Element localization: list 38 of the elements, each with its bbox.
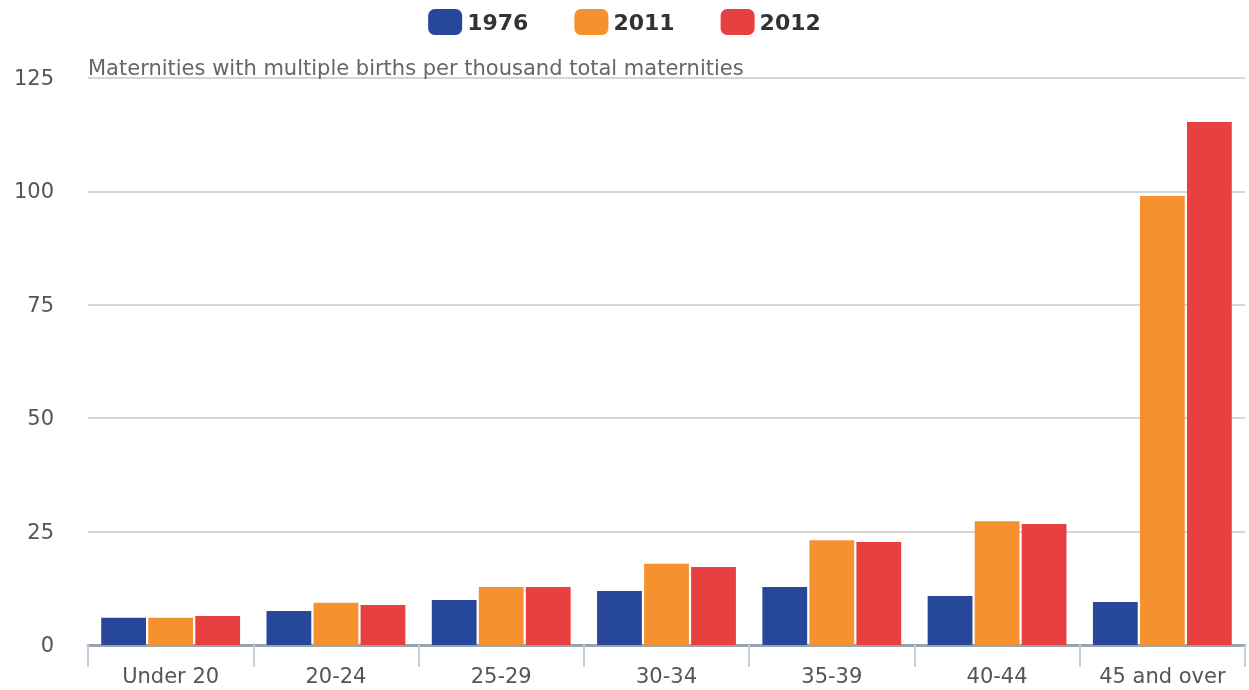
bar <box>1186 122 1232 645</box>
bar <box>1021 523 1067 645</box>
y-axis-title: Maternities with multiple births per thousand total maternities <box>88 55 744 80</box>
bar <box>762 586 808 645</box>
bar <box>644 563 689 645</box>
bar <box>313 602 359 645</box>
bar <box>266 610 312 645</box>
x-tick-label: 45 and over <box>1099 663 1226 688</box>
legend-label: 2011 <box>613 9 675 35</box>
bar <box>148 617 194 645</box>
bar <box>478 586 524 645</box>
legend-label: 1976 <box>467 9 529 35</box>
y-tick-label: 25 <box>27 519 54 544</box>
bar <box>431 600 477 645</box>
bar <box>195 615 241 645</box>
y-tick-label: 0 <box>40 633 54 657</box>
bar <box>927 596 973 645</box>
x-tick-label: 40-44 <box>966 663 1028 688</box>
y-tick-label: 100 <box>13 179 54 204</box>
y-tick-label: 50 <box>27 406 54 431</box>
bar <box>597 591 642 645</box>
y-tick-label: 125 <box>13 66 54 90</box>
legend-label: 2012 <box>759 9 821 35</box>
x-tick-label: 20-24 <box>305 663 367 688</box>
x-tick-label: 35-39 <box>801 663 863 688</box>
bar <box>360 605 406 645</box>
bar <box>974 521 1020 645</box>
x-tick-label: 25-29 <box>470 663 532 688</box>
bar <box>856 542 902 645</box>
bar <box>691 566 736 645</box>
bar <box>1092 601 1138 645</box>
bar <box>525 586 571 645</box>
x-tick-label: Under 20 <box>122 663 220 688</box>
y-tick-label: 75 <box>27 292 54 317</box>
x-tick-label: 30-34 <box>635 663 698 688</box>
bar <box>809 540 855 645</box>
bar <box>1139 195 1185 645</box>
bar <box>101 617 147 645</box>
